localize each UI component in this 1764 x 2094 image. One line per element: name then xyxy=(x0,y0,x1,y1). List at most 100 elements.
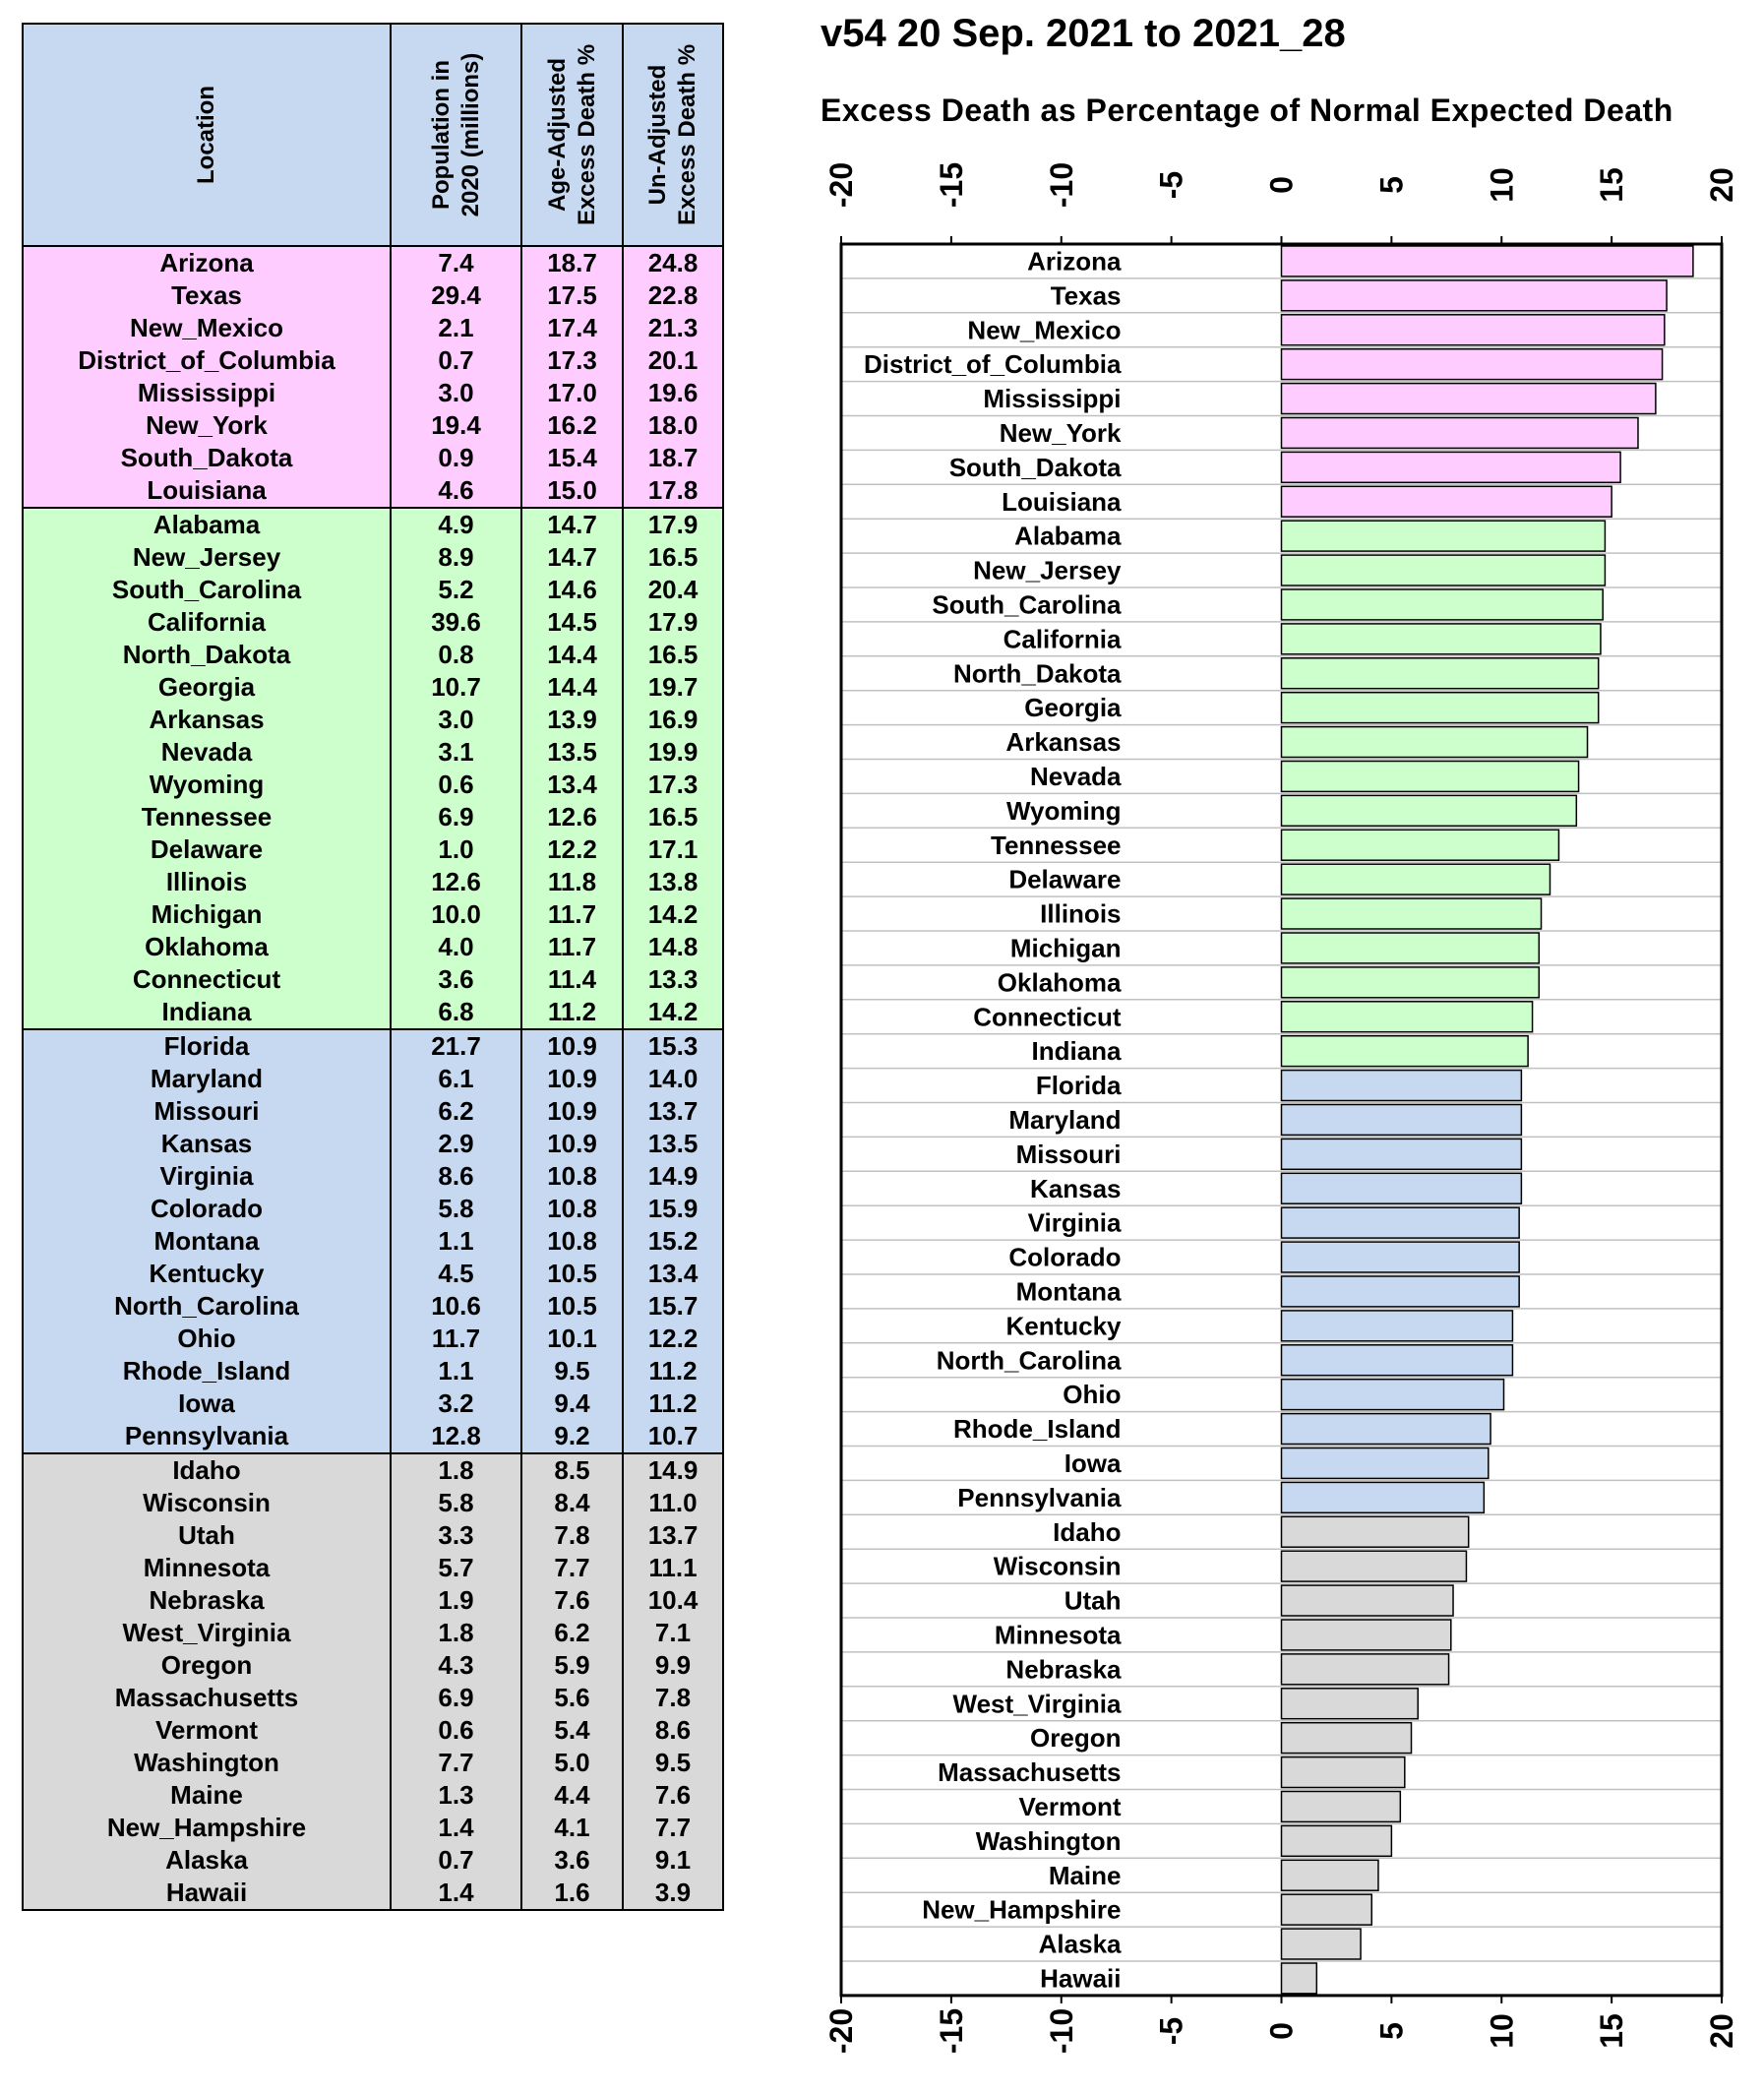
bar xyxy=(1280,1653,1450,1686)
cell-location: Alaska xyxy=(22,1844,392,1877)
table-row: Virginia 8.6 10.8 14.9 xyxy=(22,1160,724,1193)
category-label: Oregon xyxy=(1030,1723,1121,1753)
cell-location: Colorado xyxy=(22,1193,392,1225)
cell-population: 5.2 xyxy=(390,574,522,606)
cell-location: Missouri xyxy=(22,1095,392,1128)
table-row: New_Jersey 8.9 14.7 16.5 xyxy=(22,541,724,574)
cell-un-adjusted: 17.1 xyxy=(622,833,724,866)
cell-population: 3.6 xyxy=(390,963,522,996)
cell-population: 2.1 xyxy=(390,312,522,344)
table-row: Washington 7.7 5.0 9.5 xyxy=(22,1747,724,1779)
table-row: Tennessee 6.9 12.6 16.5 xyxy=(22,801,724,833)
bar xyxy=(1280,1859,1379,1891)
x-tick-label-top: 10 xyxy=(1484,167,1519,203)
cell-un-adjusted: 12.2 xyxy=(622,1323,724,1355)
cell-location: Vermont xyxy=(22,1714,392,1747)
cell-age-adjusted: 5.4 xyxy=(520,1714,624,1747)
bar xyxy=(1280,451,1621,484)
table-row: New_Mexico 2.1 17.4 21.3 xyxy=(22,312,724,344)
table-row: North_Dakota 0.8 14.4 16.5 xyxy=(22,639,724,671)
x-tick-label-top: 20 xyxy=(1704,167,1739,203)
cell-age-adjusted: 17.4 xyxy=(520,312,624,344)
bar xyxy=(1280,554,1607,586)
cell-location: New_Mexico xyxy=(22,312,392,344)
cell-age-adjusted: 8.5 xyxy=(520,1452,624,1487)
category-label: Delaware xyxy=(1008,865,1121,894)
cell-location: Michigan xyxy=(22,898,392,931)
x-tick-label-bottom: -15 xyxy=(934,2008,969,2054)
cell-population: 7.7 xyxy=(390,1747,522,1779)
cell-population: 0.6 xyxy=(390,1714,522,1747)
table-row: Michigan 10.0 11.7 14.2 xyxy=(22,898,724,931)
x-tick-label-top: -5 xyxy=(1154,171,1189,199)
cell-population: 11.7 xyxy=(390,1323,522,1355)
cell-population: 1.3 xyxy=(390,1779,522,1812)
cell-location: West_Virginia xyxy=(22,1617,392,1649)
cell-population: 0.7 xyxy=(390,1844,522,1877)
bar xyxy=(1280,863,1551,895)
cell-population: 5.8 xyxy=(390,1487,522,1519)
cell-un-adjusted: 13.4 xyxy=(622,1258,724,1290)
bar xyxy=(1280,760,1580,793)
table-row: Missouri 6.2 10.9 13.7 xyxy=(22,1095,724,1128)
cell-un-adjusted: 16.5 xyxy=(622,541,724,574)
cell-un-adjusted: 15.9 xyxy=(622,1193,724,1225)
cell-population: 3.0 xyxy=(390,704,522,736)
cell-location: North_Dakota xyxy=(22,639,392,671)
cell-un-adjusted: 7.1 xyxy=(622,1617,724,1649)
category-label: Illinois xyxy=(1040,899,1121,929)
cell-age-adjusted: 10.9 xyxy=(520,1063,624,1095)
table-row: Arizona 7.4 18.7 24.8 xyxy=(22,245,724,279)
category-label: Oklahoma xyxy=(998,967,1122,997)
category-label: Washington xyxy=(976,1826,1122,1856)
cell-age-adjusted: 12.6 xyxy=(520,801,624,833)
cell-population: 39.6 xyxy=(390,606,522,639)
category-label: Missouri xyxy=(1016,1139,1122,1169)
cell-location: Nevada xyxy=(22,736,392,769)
category-label: Maine xyxy=(1049,1861,1122,1890)
cell-location: Idaho xyxy=(22,1452,392,1487)
cell-population: 19.4 xyxy=(390,409,522,442)
x-tick-label-top: -15 xyxy=(934,162,969,208)
bar xyxy=(1280,347,1664,381)
cell-location: Minnesota xyxy=(22,1552,392,1584)
cell-location: Hawaii xyxy=(22,1877,392,1911)
cell-location: Virginia xyxy=(22,1160,392,1193)
category-label: Utah xyxy=(1064,1586,1122,1616)
category-label: New_Hampshire xyxy=(922,1895,1121,1925)
cell-population: 8.6 xyxy=(390,1160,522,1193)
cell-age-adjusted: 6.2 xyxy=(520,1617,624,1649)
cell-age-adjusted: 3.6 xyxy=(520,1844,624,1877)
category-label: Minnesota xyxy=(995,1620,1122,1649)
category-label: Kansas xyxy=(1030,1174,1122,1203)
cell-age-adjusted: 10.5 xyxy=(520,1258,624,1290)
category-label: Michigan xyxy=(1010,933,1122,962)
cell-population: 1.8 xyxy=(390,1452,522,1487)
category-label: Alabama xyxy=(1014,522,1122,551)
cell-location: Alabama xyxy=(22,507,392,541)
cell-age-adjusted: 17.0 xyxy=(520,377,624,409)
cell-location: Utah xyxy=(22,1519,392,1552)
x-tick-label-top: 15 xyxy=(1594,167,1629,203)
cell-age-adjusted: 17.5 xyxy=(520,279,624,312)
cell-un-adjusted: 13.7 xyxy=(622,1095,724,1128)
table-row: Iowa 3.2 9.4 11.2 xyxy=(22,1387,724,1420)
cell-un-adjusted: 18.0 xyxy=(622,409,724,442)
cell-age-adjusted: 14.6 xyxy=(520,574,624,606)
category-label: Wyoming xyxy=(1006,796,1122,826)
cell-age-adjusted: 12.2 xyxy=(520,833,624,866)
cell-population: 5.7 xyxy=(390,1552,522,1584)
cell-location: Texas xyxy=(22,279,392,312)
bar xyxy=(1280,725,1589,759)
cell-location: Louisiana xyxy=(22,474,392,509)
bar xyxy=(1280,932,1541,964)
cell-un-adjusted: 7.7 xyxy=(622,1812,724,1844)
x-tick-label-bottom: 5 xyxy=(1373,2022,1409,2040)
category-label: North_Dakota xyxy=(953,658,1122,688)
table-body: Arizona 7.4 18.7 24.8 Texas 29.4 17.5 22.8 New_M… xyxy=(22,245,724,1911)
table-row: South_Carolina 5.2 14.6 20.4 xyxy=(22,574,724,606)
cell-age-adjusted: 10.1 xyxy=(520,1323,624,1355)
bar xyxy=(1280,1928,1362,1960)
cell-un-adjusted: 17.9 xyxy=(622,507,724,541)
bar xyxy=(1280,1755,1406,1789)
